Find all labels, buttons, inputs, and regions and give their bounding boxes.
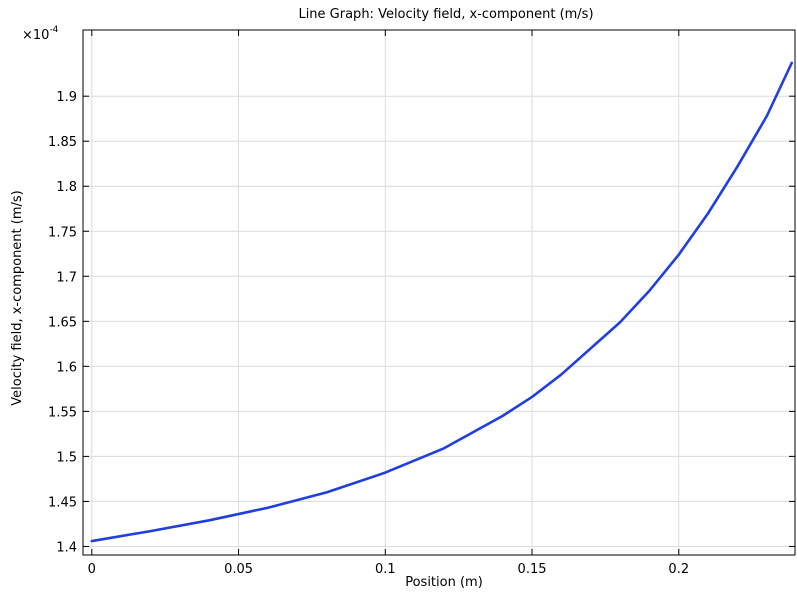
chart-title: Line Graph: Velocity field, x-component … <box>298 7 593 22</box>
y-tick-label: 1.55 <box>48 405 77 420</box>
y-tick-label: 1.5 <box>56 450 77 465</box>
y-axis-label: Velocity field, x-component (m/s) <box>10 190 25 405</box>
series-layer <box>90 61 794 543</box>
y-tick-label: 1.85 <box>48 135 77 150</box>
y-tick-label: 1.7 <box>56 270 77 285</box>
x-tick-label: 0.2 <box>668 562 689 577</box>
y-tick-label: 1.45 <box>48 495 77 510</box>
y-tick-label: 1.65 <box>48 315 77 330</box>
x-axis-label: Position (m) <box>405 575 483 590</box>
y-axis-multiplier-base: ×10 <box>22 28 49 43</box>
y-tick-label: 1.75 <box>48 225 77 240</box>
series-line <box>90 61 794 543</box>
x-tick-label: 0.15 <box>518 562 547 577</box>
y-tick-label: 1.6 <box>56 360 77 375</box>
tick-marks <box>83 30 795 555</box>
grid-lines <box>83 30 795 555</box>
y-axis-multiplier-exponent: -4 <box>49 25 58 35</box>
y-tick-label: 1.8 <box>56 180 77 195</box>
plot-frame <box>82 29 796 556</box>
x-tick-label: 0 <box>88 562 96 577</box>
y-axis-multiplier: ×10-4 <box>22 25 59 43</box>
y-tick-label: 1.9 <box>56 90 77 105</box>
tick-labels: 0 0.05 0.1 0.15 0.2 1.4 1.45 1.5 1.55 1.6 1.65 1.7 1… <box>48 90 689 577</box>
x-tick-label: 0.1 <box>375 562 396 577</box>
y-tick-label: 1.4 <box>56 540 77 555</box>
x-tick-label: 0.05 <box>224 562 253 577</box>
